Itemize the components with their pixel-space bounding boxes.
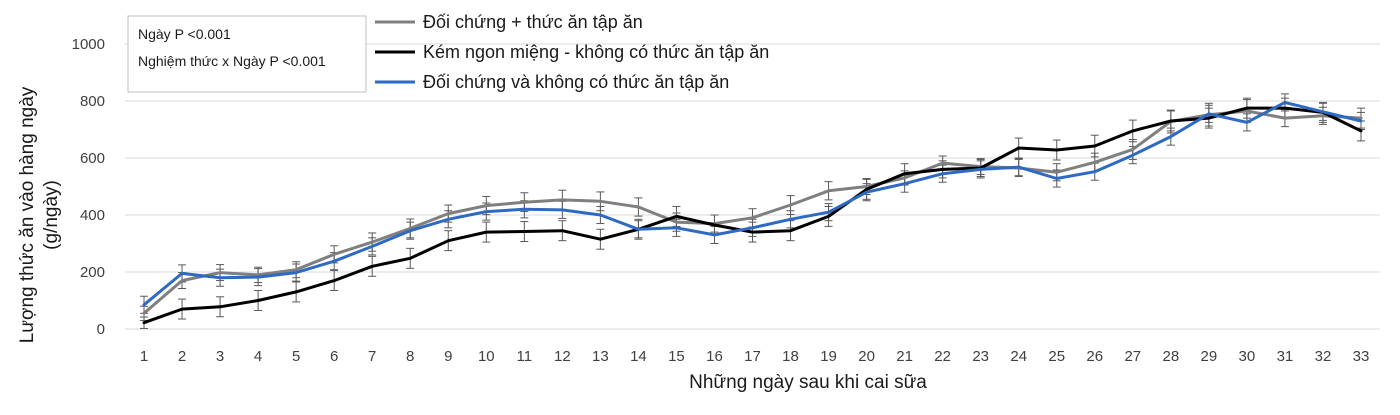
y-tick-label: 600 (80, 150, 105, 167)
x-tick-label: 29 (1201, 348, 1218, 365)
stats-line-1: Ngày P <0.001 (138, 26, 231, 42)
x-tick-label: 21 (896, 348, 913, 365)
y-tick-label: 800 (80, 93, 105, 110)
x-tick-label: 5 (292, 348, 300, 365)
x-tick-label: 1 (140, 348, 148, 365)
series-line-1 (142, 109, 1363, 315)
x-tick-label: 7 (368, 348, 376, 365)
x-tick-label: 6 (330, 348, 338, 365)
x-tick-label: 32 (1315, 348, 1332, 365)
series-line-3 (142, 100, 1363, 307)
y-tick-label: 0 (97, 321, 105, 338)
y-tick-label: 200 (80, 264, 105, 281)
legend-entry: Đối chứng + thức ăn tập ăn (375, 12, 643, 32)
x-tick-label: 30 (1239, 348, 1256, 365)
x-tick-label: 25 (1048, 348, 1065, 365)
stats-box-frame (127, 15, 367, 93)
y-tick-label: 400 (80, 207, 105, 224)
x-tick-label: 12 (554, 348, 571, 365)
y-axis-title-line1: Lượng thức ăn vào hàng ngày (17, 86, 38, 343)
x-tick-label: 17 (744, 348, 761, 365)
x-tick-label: 20 (858, 348, 875, 365)
x-axis-title: Những ngày sau khi cai sữa (689, 372, 927, 393)
x-tick-label: 2 (178, 348, 186, 365)
series-lines (142, 100, 1363, 325)
x-tick-label: 28 (1162, 348, 1179, 365)
x-tick-label: 14 (630, 348, 647, 365)
x-tick-label: 26 (1086, 348, 1103, 365)
x-tick-label: 27 (1124, 348, 1141, 365)
stats-line-2: Nghiệm thức x Ngày P <0.001 (138, 53, 326, 69)
x-tick-label: 22 (934, 348, 951, 365)
x-tick-label: 33 (1353, 348, 1370, 365)
x-tick-label: 23 (972, 348, 989, 365)
y-tick-labels: 0 200 400 600 800 1000 (72, 36, 105, 338)
x-tick-label: 8 (406, 348, 414, 365)
x-tick-label: 4 (254, 348, 262, 365)
legend-label: Đối chứng + thức ăn tập ăn (423, 12, 643, 32)
x-tick-label: 15 (668, 348, 685, 365)
x-tick-label: 31 (1277, 348, 1294, 365)
legend-entry: Đối chứng và không có thức ăn tập ăn (375, 72, 729, 92)
x-tick-label: 18 (782, 348, 799, 365)
y-tick-label: 1000 (72, 36, 105, 53)
x-tick-label: 13 (592, 348, 609, 365)
x-tick-label: 16 (706, 348, 723, 365)
y-axis-title-line2: (g/ngày) (41, 180, 62, 250)
legend-label: Đối chứng và không có thức ăn tập ăn (423, 72, 729, 92)
x-tick-labels: 1 2 3 4 5 6 7 8 9 10 11 12 13 14 15 16 17 18 19 20 21 22 23 24 2… (140, 348, 1369, 365)
x-tick-label: 3 (216, 348, 224, 365)
legend-label: Kém ngon miệng - không có thức ăn tập ăn (423, 42, 769, 62)
stats-box: Ngày P <0.001 Nghiệm thức x Ngày P <0.00… (127, 15, 367, 93)
x-tick-label: 9 (444, 348, 452, 365)
x-tick-label: 10 (478, 348, 495, 365)
legend: Đối chứng + thức ăn tập ăn Kém ngon miệng… (375, 12, 769, 92)
series-line-2 (142, 106, 1363, 325)
x-tick-label: 11 (517, 348, 533, 365)
x-tick-label: 19 (820, 348, 837, 365)
legend-entry: Kém ngon miệng - không có thức ăn tập ăn (375, 42, 769, 62)
x-tick-label: 24 (1010, 348, 1027, 365)
